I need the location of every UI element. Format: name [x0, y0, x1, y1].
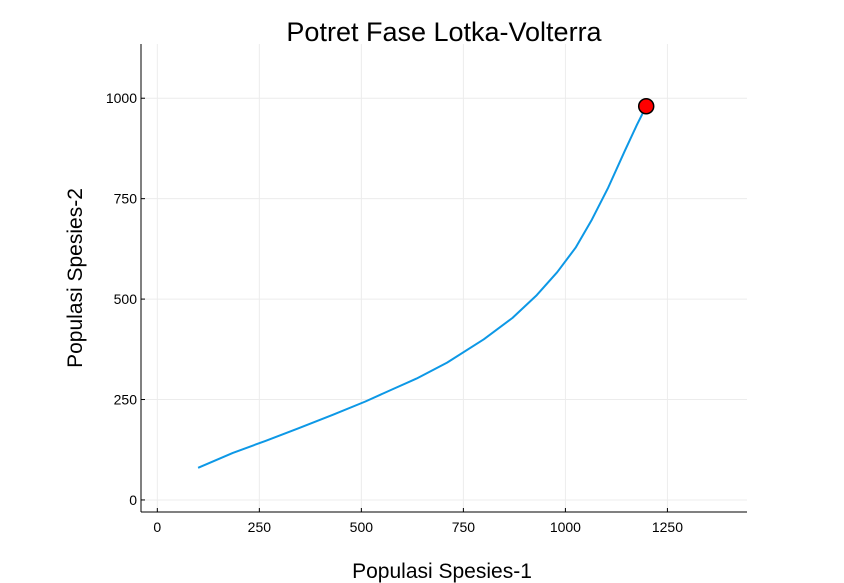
series-line	[197, 105, 648, 469]
x-tick-label: 750	[452, 519, 476, 535]
y-tick-label: 1000	[106, 90, 137, 106]
y-tick-label: 250	[114, 392, 138, 408]
markers	[637, 98, 655, 115]
y-axis-label: Populasi Spesies-2	[64, 188, 87, 368]
x-axis-label: Populasi Spesies-1	[352, 560, 532, 583]
x-tick-label: 0	[153, 519, 161, 535]
x-tick-label: 500	[350, 519, 374, 535]
x-tick-label: 1000	[550, 519, 581, 535]
chart-title: Potret Fase Lotka-Volterra	[286, 17, 602, 47]
y-tick-label: 500	[114, 291, 138, 307]
x-tick-label: 250	[248, 519, 272, 535]
y-tick-label: 0	[129, 492, 137, 508]
end-point-marker	[637, 98, 655, 115]
series	[197, 105, 648, 469]
y-tick-label: 750	[114, 191, 138, 207]
axes	[140, 44, 747, 513]
grid	[141, 44, 747, 512]
tick-labels: 0 250 500 750 1000 1250 0 250 500 750 1000	[106, 90, 683, 535]
x-tick-label: 1250	[652, 519, 683, 535]
